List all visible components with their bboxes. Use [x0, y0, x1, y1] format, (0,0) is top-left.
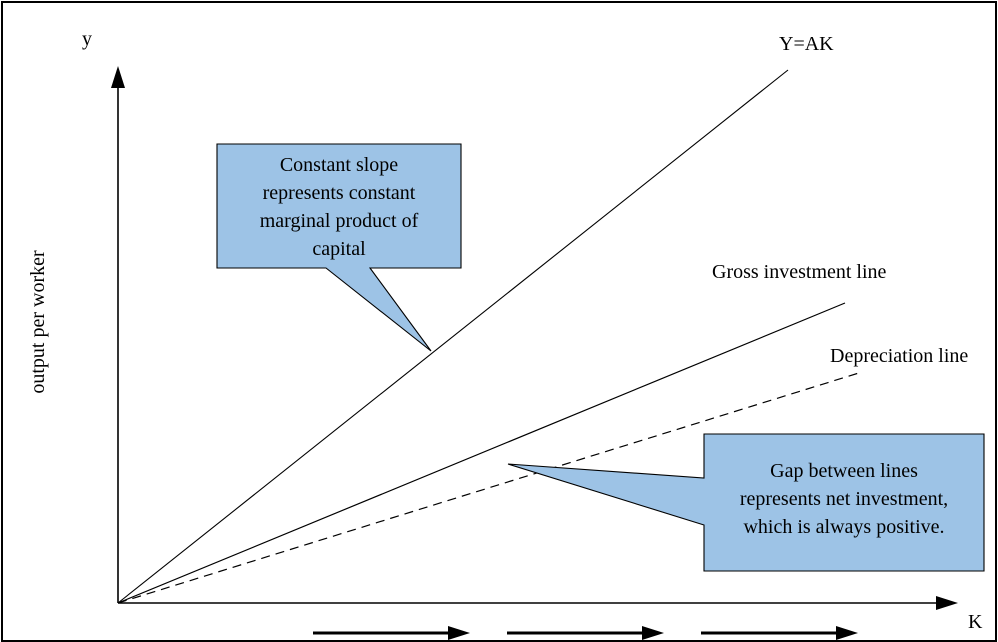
x-axis-letter: K — [968, 611, 983, 633]
y-axis-label: output per worker — [27, 250, 49, 394]
gross-investment-label: Gross investment line — [712, 261, 887, 283]
gap-callout-line-1: Gap between lines — [770, 460, 918, 482]
gap-callout-line-2: represents net investment, — [740, 488, 948, 510]
bottom-arrow-1-head — [448, 626, 470, 640]
gap-callout-line-3: which is always positive. — [743, 516, 944, 538]
slope-callout-line-3: marginal product of — [260, 210, 419, 232]
bottom-arrows — [313, 626, 858, 640]
gap-callout-shape — [507, 433, 985, 572]
slope-callout-line-1: Constant slope — [280, 154, 398, 176]
x-axis-arrowhead — [936, 596, 958, 610]
ak-line — [117, 69, 789, 604]
ak-line-label: Y=AK — [779, 33, 834, 55]
slope-callout: Constant slope represents constant margi… — [216, 143, 462, 352]
gap-callout: Gap between lines represents net investm… — [507, 433, 985, 572]
slope-callout-line-4: capital — [312, 238, 366, 260]
depreciation-label: Depreciation line — [830, 345, 968, 367]
gross-investment-line — [117, 302, 846, 604]
slope-callout-shape — [216, 143, 462, 352]
depreciation-line — [117, 371, 863, 604]
y-axis-letter: y — [82, 28, 92, 50]
bottom-arrow-2-head — [642, 626, 664, 640]
slope-callout-line-2: represents constant — [263, 182, 416, 204]
bottom-arrow-3-head — [836, 626, 858, 640]
y-axis-arrowhead — [111, 66, 125, 88]
